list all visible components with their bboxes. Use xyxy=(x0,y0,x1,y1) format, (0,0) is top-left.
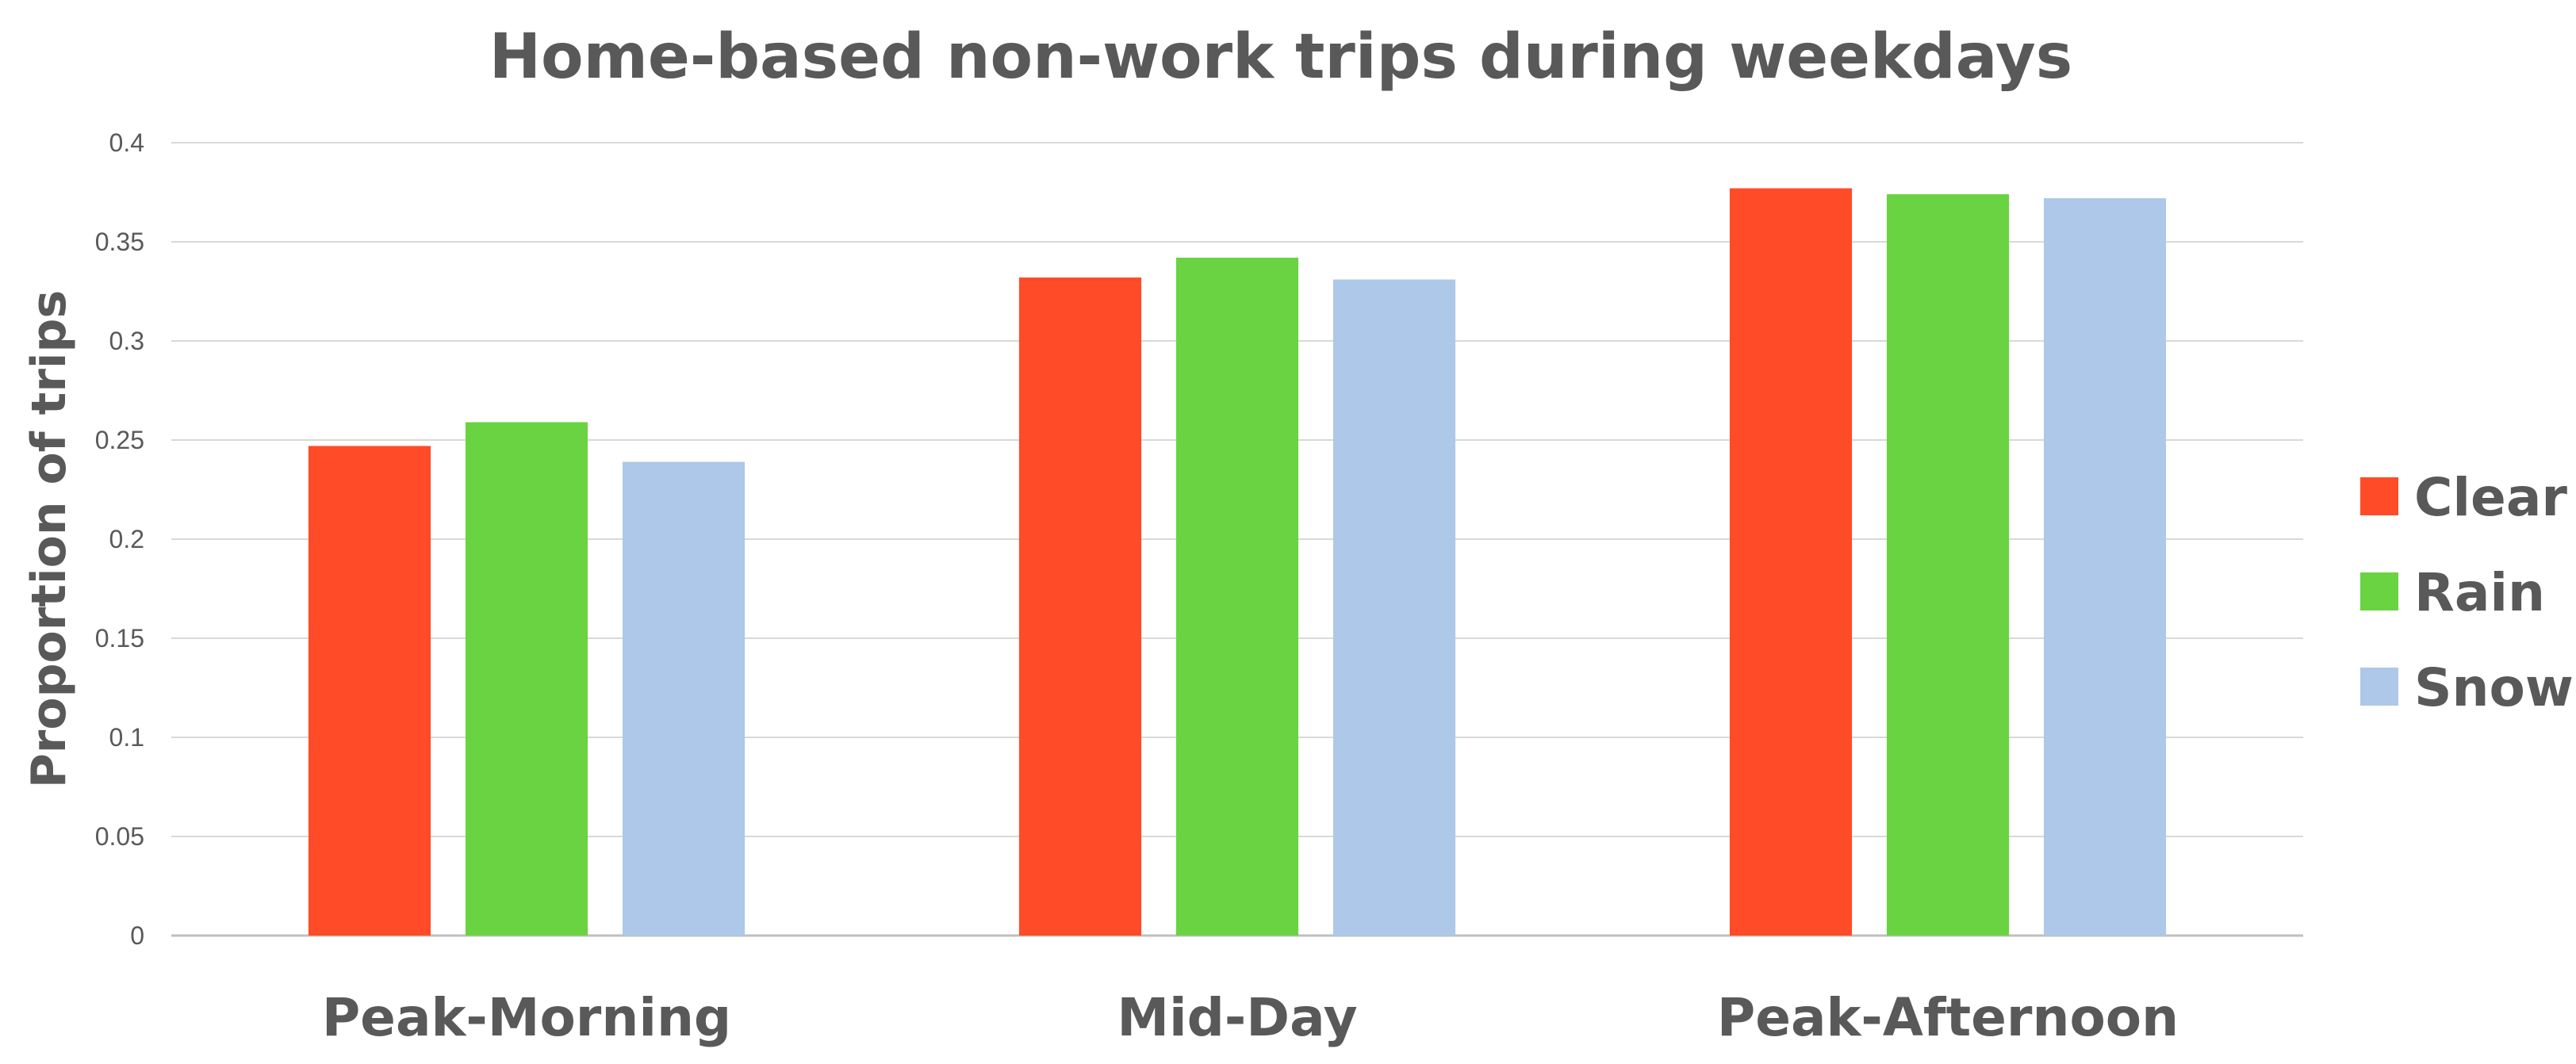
bar-snow-mid-day xyxy=(1332,279,1456,936)
chart-title: Home-based non-work trips during weekday… xyxy=(489,21,2072,93)
bar-snow-peak-morning xyxy=(622,461,746,936)
bar-rain-peak-morning xyxy=(465,422,588,936)
legend-swatch-clear xyxy=(2360,477,2398,515)
y-tick-label: 0.2 xyxy=(109,525,144,553)
legend-label-clear: Clear xyxy=(2414,467,2567,528)
legend-swatch-rain xyxy=(2360,572,2398,610)
x-tick-label: Peak-Morning xyxy=(322,987,731,1048)
y-tick-label: 0 xyxy=(130,921,144,950)
y-tick-label: 0.1 xyxy=(109,723,144,752)
legend: Clear Rain Snow xyxy=(2360,467,2574,718)
y-tick-label: 0.35 xyxy=(95,228,144,256)
bar-clear-peak-morning xyxy=(308,446,431,936)
legend-swatch-snow xyxy=(2360,668,2398,706)
y-tick-label: 0.05 xyxy=(95,822,144,851)
y-tick-label: 0.15 xyxy=(95,624,144,653)
y-tick-label: 0.4 xyxy=(109,128,144,157)
legend-label-rain: Rain xyxy=(2414,562,2545,623)
bar-clear-mid-day xyxy=(1018,277,1142,936)
x-tick-label: Peak-Afternoon xyxy=(1717,987,2179,1048)
bar-clear-peak-afternoon xyxy=(1729,188,1853,936)
x-tick-label: Mid-Day xyxy=(1117,987,1357,1048)
y-tick-label: 0.3 xyxy=(109,327,144,355)
bars xyxy=(308,188,2167,936)
bar-rain-mid-day xyxy=(1175,258,1299,936)
y-axis-label: Proportion of trips xyxy=(21,290,77,788)
legend-label-snow: Snow xyxy=(2414,657,2574,718)
bar-rain-peak-afternoon xyxy=(1886,194,2010,936)
bar-snow-peak-afternoon xyxy=(2043,198,2167,936)
y-axis-ticks: 0 0.05 0.1 0.15 0.2 0.25 0.3 0.35 0.4 xyxy=(95,128,144,950)
x-axis-ticks: Peak-Morning Mid-Day Peak-Afternoon xyxy=(322,987,2179,1048)
y-tick-label: 0.25 xyxy=(95,426,144,454)
